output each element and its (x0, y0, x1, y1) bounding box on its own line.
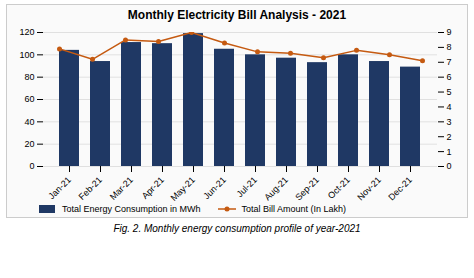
svg-text:Feb-21: Feb-21 (77, 175, 104, 202)
svg-text:80: 80 (24, 72, 34, 82)
svg-text:20: 20 (24, 139, 34, 149)
svg-text:5: 5 (447, 87, 452, 97)
svg-text:Apr-21: Apr-21 (140, 175, 166, 201)
svg-text:8: 8 (447, 42, 452, 52)
svg-text:4: 4 (447, 102, 452, 112)
svg-text:Jul-21: Jul-21 (235, 175, 259, 199)
svg-text:2: 2 (447, 132, 452, 142)
svg-text:Mar-21: Mar-21 (108, 175, 135, 202)
svg-text:Nov-21: Nov-21 (355, 175, 383, 203)
html-text:Total Bill Amount (In Lakh): Total Bill Amount (In Lakh) (241, 204, 347, 214)
svg-text:Jan-21: Jan-21 (46, 175, 73, 202)
svg-text:6: 6 (447, 72, 452, 82)
svg-text:1: 1 (447, 146, 452, 156)
html-text:Total Energy Consumption in MW: Total Energy Consumption in MWh (62, 204, 201, 214)
svg-text:Oct-21: Oct-21 (326, 175, 352, 201)
svg-text:120: 120 (19, 27, 34, 37)
svg-text:Jun-21: Jun-21 (201, 175, 228, 202)
svg-text:3: 3 (447, 117, 452, 127)
svg-text:40: 40 (24, 117, 34, 127)
svg-text:0: 0 (447, 161, 452, 171)
svg-text:100: 100 (19, 50, 34, 60)
html-text:Fig. 2. Monthly energy consump: Fig. 2. Monthly energy consumption profi… (113, 223, 361, 234)
svg-text:Aug-21: Aug-21 (262, 175, 290, 203)
svg-text:9: 9 (447, 27, 452, 37)
svg-text:May-21: May-21 (169, 175, 197, 203)
html-text:Monthly Electricity Bill Analy: Monthly Electricity Bill Analysis - 2021 (127, 8, 347, 22)
svg-text:Sep-21: Sep-21 (293, 175, 321, 203)
svg-text:Dec-21: Dec-21 (386, 175, 414, 203)
svg-text:7: 7 (447, 57, 452, 67)
svg-text:60: 60 (24, 94, 34, 104)
svg-text:0: 0 (29, 161, 34, 171)
